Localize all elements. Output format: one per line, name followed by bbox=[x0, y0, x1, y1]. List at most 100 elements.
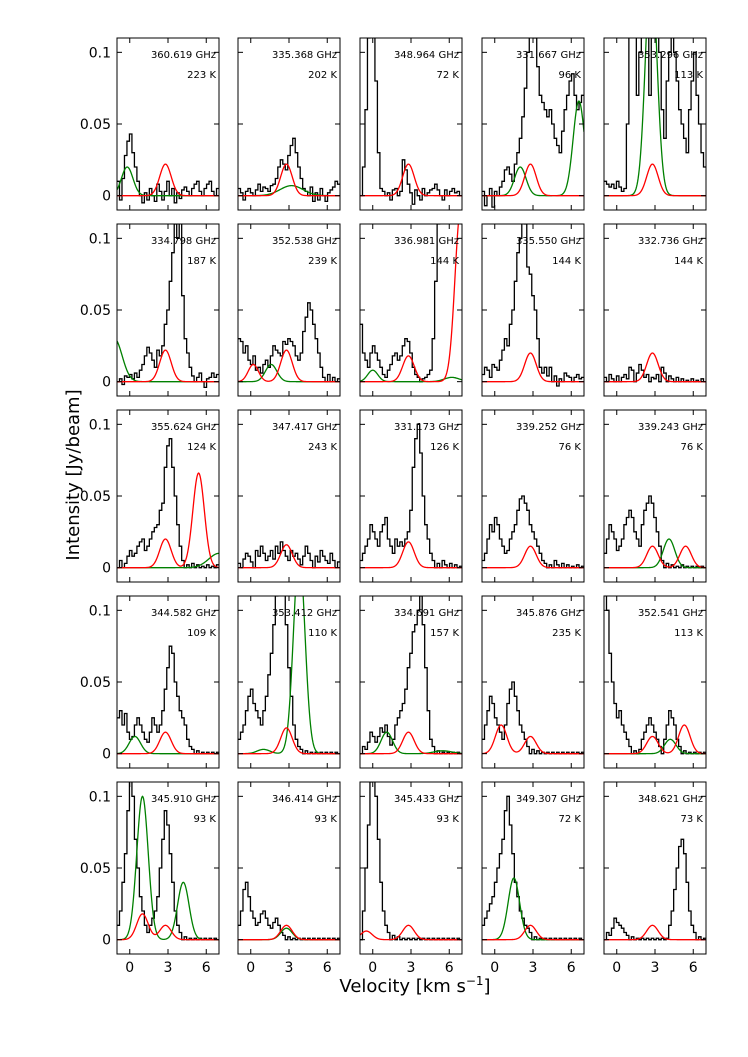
panel-plot-area bbox=[482, 224, 584, 387]
model-fit-line bbox=[238, 727, 340, 755]
panel-temperature-label: 144 K bbox=[674, 256, 703, 267]
panel-plot-area bbox=[117, 133, 219, 204]
y-tick-label: 0 bbox=[102, 747, 111, 763]
panel-frequency-label: 352.541 GHz bbox=[638, 608, 703, 619]
observed-spectrum-line bbox=[604, 838, 706, 941]
panel-plot-area bbox=[238, 302, 340, 383]
panel-frame bbox=[116, 595, 220, 769]
x-tick-label: 3 bbox=[285, 960, 294, 976]
model-fit-line bbox=[604, 352, 706, 383]
observed-spectrum-line bbox=[360, 596, 462, 755]
panel-temperature-label: 113 K bbox=[674, 628, 703, 639]
x-tick-label: 6 bbox=[323, 960, 332, 976]
observed-spectrum-line bbox=[482, 681, 584, 755]
model-fit-line bbox=[360, 541, 462, 569]
panel-plot-area bbox=[238, 881, 340, 941]
panel-temperature-label: 202 K bbox=[308, 70, 337, 81]
model-fit-line bbox=[117, 163, 219, 197]
panel-temperature-label: 76 K bbox=[559, 442, 582, 453]
x-tick-label: 0 bbox=[612, 960, 621, 976]
observed-spectrum-line bbox=[604, 38, 706, 193]
other-species-model-line bbox=[482, 100, 584, 197]
panel-frame bbox=[359, 409, 463, 583]
panel-frequency-label: 345.876 GHz bbox=[516, 608, 581, 619]
panel-temperature-label: 239 K bbox=[308, 256, 337, 267]
panel-temperature-label: 93 K bbox=[437, 814, 460, 825]
observed-spectrum-line bbox=[360, 782, 462, 941]
panel-temperature-label: 157 K bbox=[430, 628, 459, 639]
x-tick-label: 0 bbox=[246, 960, 255, 976]
model-fit-line bbox=[117, 913, 219, 941]
spectrum-panel: 353.412 GHz 110 K bbox=[237, 595, 341, 769]
observed-spectrum-line bbox=[238, 137, 340, 203]
panel-plot-area bbox=[238, 137, 340, 203]
spectrum-panel: 352.538 GHz 239 K bbox=[237, 223, 341, 397]
observed-spectrum-line bbox=[117, 438, 219, 569]
spectrum-panel: 348.621 GHz 73 K 0 3 6 bbox=[603, 781, 707, 976]
panel-temperature-label: 144 K bbox=[552, 256, 581, 267]
panel-temperature-label: 109 K bbox=[187, 628, 216, 639]
x-tick-label: 6 bbox=[202, 960, 211, 976]
panels-group: 360.619 GHz 223 K 0 0.05 0.1 335.368 GHz 202 K… bbox=[80, 37, 707, 976]
panel-frequency-label: 347.417 GHz bbox=[272, 422, 337, 433]
panel-temperature-label: 72 K bbox=[437, 70, 460, 81]
spectrum-panel: 331.173 GHz 126 K bbox=[359, 409, 463, 583]
observed-spectrum-line bbox=[360, 38, 462, 205]
panel-temperature-label: 235 K bbox=[552, 628, 581, 639]
spectrum-panel: 331.667 GHz 96 K bbox=[481, 37, 585, 211]
model-fit-line bbox=[360, 163, 462, 197]
spectrum-panel: 345.433 GHz 93 K 0 3 6 bbox=[359, 781, 463, 976]
spectrum-panel: 346.414 GHz 93 K 0 3 6 bbox=[237, 781, 341, 976]
panel-plot-area bbox=[482, 681, 584, 755]
observed-spectrum-line bbox=[360, 224, 441, 383]
y-tick-label: 0 bbox=[102, 561, 111, 577]
y-axis-label: Intensity [Jy/beam] bbox=[63, 389, 84, 560]
panel-temperature-label: 126 K bbox=[430, 442, 459, 453]
model-fit-line bbox=[482, 163, 584, 197]
model-fit-line bbox=[604, 163, 706, 197]
panel-frequency-label: 332.736 GHz bbox=[638, 236, 703, 247]
panel-frequency-label: 360.619 GHz bbox=[151, 50, 216, 61]
model-fit-line bbox=[360, 924, 462, 941]
panel-frequency-label: 348.621 GHz bbox=[638, 794, 703, 805]
model-fit-line bbox=[117, 472, 219, 569]
x-axis-label-end: ] bbox=[484, 976, 491, 997]
observed-spectrum-line bbox=[238, 596, 340, 755]
x-tick-label: 3 bbox=[529, 960, 538, 976]
panel-temperature-label: 243 K bbox=[308, 442, 337, 453]
panel-plot-area bbox=[482, 795, 584, 941]
model-fit-line bbox=[482, 545, 584, 569]
observed-spectrum-line bbox=[360, 423, 462, 569]
y-tick-label: 0.1 bbox=[89, 45, 111, 61]
x-tick-label: 3 bbox=[164, 960, 173, 976]
panel-frequency-label: 348.964 GHz bbox=[394, 50, 459, 61]
spectrum-panel: 353.296 GHz 113 K bbox=[603, 37, 707, 211]
panel-frame bbox=[359, 223, 463, 397]
panel-plot-area bbox=[604, 838, 706, 941]
y-tick-label: 0 bbox=[102, 375, 111, 391]
panel-plot-area bbox=[238, 541, 340, 569]
panel-frequency-label: 349.307 GHz bbox=[516, 794, 581, 805]
panel-frame bbox=[359, 781, 463, 955]
y-tick-label: 0.05 bbox=[80, 117, 111, 133]
x-tick-label: 6 bbox=[445, 960, 454, 976]
spectrum-panel: 334.691 GHz 157 K bbox=[359, 595, 463, 769]
spectrum-panel: 334.798 GHz 187 K 0 0.05 0.1 bbox=[80, 223, 220, 397]
model-fit-line bbox=[117, 349, 219, 383]
panel-frequency-label: 334.691 GHz bbox=[394, 608, 459, 619]
panel-temperature-label: 223 K bbox=[187, 70, 216, 81]
observed-spectrum-line bbox=[238, 302, 340, 383]
other-species-model-line bbox=[482, 877, 584, 941]
y-tick-label: 0.05 bbox=[80, 861, 111, 877]
observed-spectrum-line bbox=[238, 881, 340, 941]
model-fit-line bbox=[482, 924, 584, 941]
spectrum-panel: 339.243 GHz 76 K bbox=[603, 409, 707, 583]
x-tick-label: 0 bbox=[368, 960, 377, 976]
y-tick-label: 0.1 bbox=[89, 789, 111, 805]
spectrum-panel: 335.368 GHz 202 K bbox=[237, 37, 341, 211]
other-species-model-line bbox=[604, 738, 706, 755]
x-tick-label: 3 bbox=[651, 960, 660, 976]
observed-spectrum-line bbox=[482, 38, 584, 208]
model-fit-line bbox=[238, 544, 340, 569]
model-fit-line bbox=[360, 224, 459, 383]
